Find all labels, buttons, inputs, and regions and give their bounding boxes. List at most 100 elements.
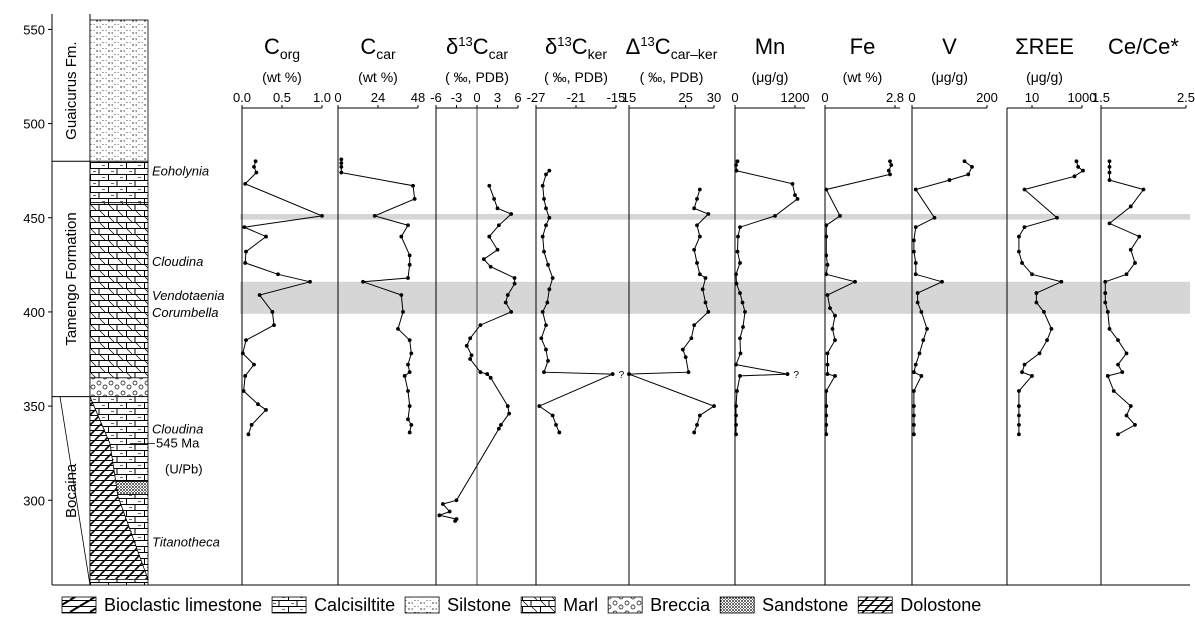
panel-ccar: 0 24 48 Ccar (wt %): [334, 34, 425, 585]
data-point: [1124, 413, 1129, 418]
data-point: [407, 370, 412, 375]
data-point: [545, 300, 550, 305]
data-point: [825, 293, 830, 297]
data-point: [550, 276, 555, 280]
data-point: [735, 159, 740, 164]
data-point: [833, 313, 837, 318]
data-point: [546, 262, 550, 267]
data-point: [683, 355, 688, 360]
data-point: [706, 310, 711, 314]
data-point: [252, 165, 256, 169]
panel-title: Ccar: [360, 34, 396, 62]
data-point: [253, 159, 258, 164]
data-point: [464, 343, 469, 348]
panel-ree: 10 1000 ΣREE (μg/g): [1006, 34, 1096, 585]
x-tick-label: 1200: [781, 90, 810, 105]
panel-d13ccar: -6 -3 0 3 6 δ13Ccar ( ‰, PDB): [430, 34, 522, 585]
data-point: [700, 287, 705, 292]
data-point: [785, 372, 790, 376]
data-point: [264, 407, 268, 412]
data-point: [539, 336, 544, 341]
data-point: [401, 310, 405, 314]
panel-title: Ce/Ce*: [1108, 34, 1179, 59]
data-point: [735, 389, 739, 393]
highlight-bands: [240, 213, 1190, 314]
data-point: [240, 351, 245, 356]
data-point: [888, 172, 892, 177]
data-point: [734, 281, 739, 286]
legend-swatch-calcisiltite: [271, 596, 307, 614]
data-point: [469, 353, 474, 358]
data-point: [540, 183, 545, 188]
data-point: [911, 389, 916, 393]
data-point: [1107, 165, 1112, 169]
x-tick-label: 2.5: [1177, 90, 1195, 105]
data-point: [249, 423, 254, 427]
lithology-dolostone-wedge: [89, 396, 149, 580]
data-point: [1128, 404, 1133, 408]
data-point: [402, 374, 407, 378]
legend-label-siltstone: Silstone: [447, 595, 511, 615]
panel-title: δ13Ccar: [446, 34, 508, 62]
data-point: [1022, 225, 1027, 230]
data-point: [825, 372, 830, 376]
data-point: [1103, 291, 1108, 295]
data-point: [372, 213, 377, 218]
data-point: [824, 389, 829, 393]
data-point: [503, 300, 508, 305]
data-point: [738, 261, 742, 265]
data-point: [537, 404, 542, 408]
data-point: [496, 426, 501, 431]
data-point: [793, 193, 797, 198]
data-point: [1124, 272, 1129, 277]
panel-title: Corg: [264, 34, 300, 62]
data-point: [825, 262, 830, 267]
data-point: [1141, 187, 1146, 192]
dating-label: 545 Ma: [156, 436, 200, 451]
data-point: [1107, 178, 1112, 182]
data-point: [911, 423, 916, 427]
data-point: [407, 338, 412, 343]
dating-method: (U/Pb): [165, 462, 203, 477]
data-point: [512, 281, 517, 286]
data-point: [339, 157, 344, 162]
panel-corg: 0.0 0.5 1.0 Corg (wt %): [233, 34, 331, 585]
data-point: [1103, 279, 1108, 284]
data-point: [1017, 249, 1021, 254]
data-point: [276, 272, 280, 277]
data-point: [1045, 338, 1049, 343]
data-point: [488, 264, 493, 269]
data-point: [697, 413, 702, 418]
data-point: [911, 249, 916, 254]
uncertain-flag: ?: [619, 370, 625, 381]
data-point: [409, 423, 414, 427]
data-point: [838, 213, 842, 218]
data-point: [1074, 159, 1079, 164]
data-point: [734, 362, 738, 367]
data-point: [697, 187, 702, 192]
data-point: [1116, 362, 1120, 367]
data-point: [499, 423, 503, 427]
data-point: [264, 234, 268, 239]
data-point: [546, 358, 550, 363]
panel-title: Mn: [755, 34, 786, 59]
panel-dcarker: 15 25 30 Δ13Ccar–ker ( ‰, PDB): [622, 34, 721, 585]
depth-tick-label: 550: [23, 22, 45, 37]
panel-mn: 0 1200 Mn (μg/g)?: [731, 34, 809, 585]
data-point: [738, 336, 742, 341]
data-point: [824, 404, 829, 408]
x-tick-label: 30: [707, 90, 721, 105]
data-point: [740, 300, 745, 305]
series-line-v: [913, 160, 973, 435]
data-point: [1133, 423, 1137, 427]
data-point: [488, 375, 493, 380]
legend-label-sandstone: Sandstone: [762, 595, 848, 615]
data-point: [1133, 261, 1137, 265]
highlight-band: [240, 213, 1190, 220]
data-point: [507, 411, 512, 416]
data-point: [244, 338, 248, 343]
data-point: [738, 374, 742, 378]
data-point: [241, 389, 246, 393]
legend-swatch-marl: [520, 596, 556, 614]
